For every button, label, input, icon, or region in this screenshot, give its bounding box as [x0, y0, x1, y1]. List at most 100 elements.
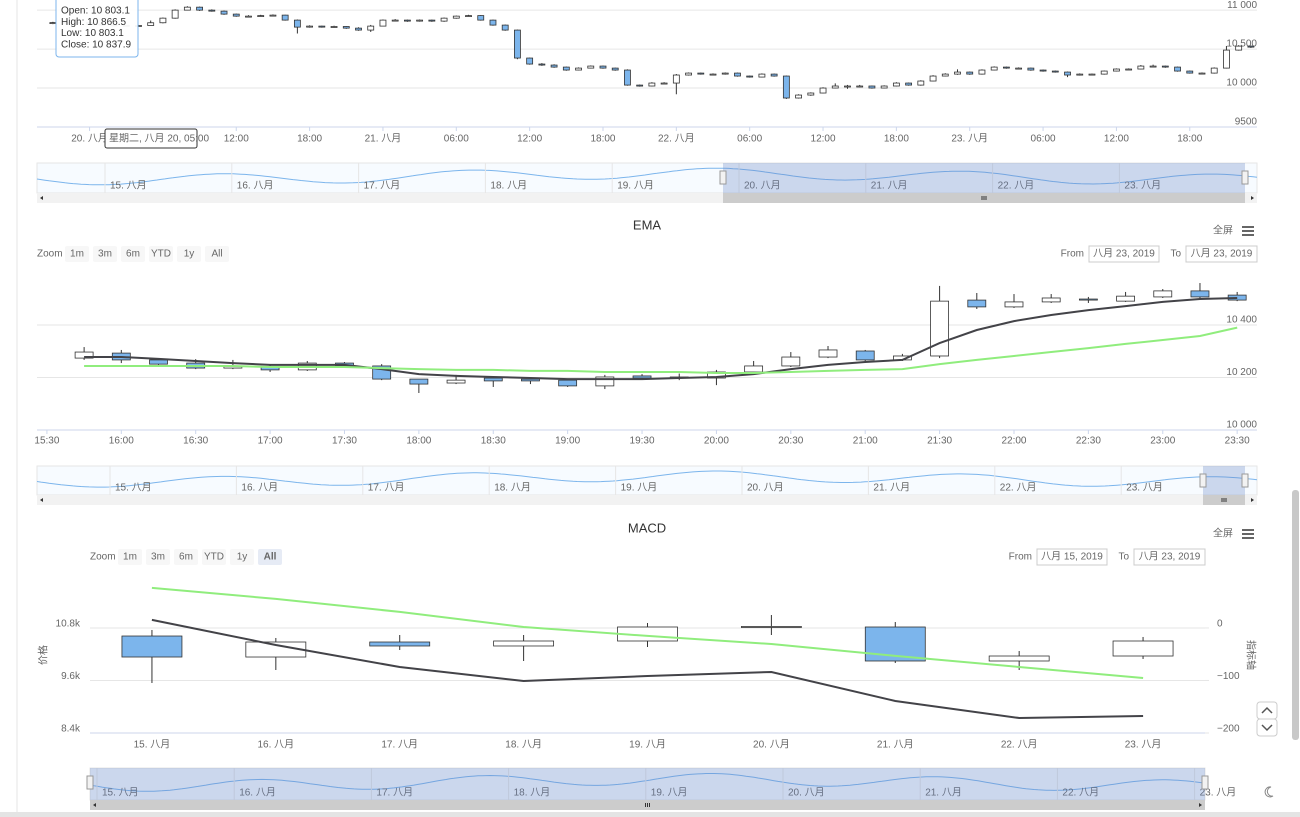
page-scrollbar[interactable]: [1292, 490, 1299, 740]
candle-body: [856, 85, 864, 88]
from-value[interactable]: 八月 23, 2019: [1093, 248, 1155, 260]
zoom-button-bg[interactable]: [65, 246, 89, 262]
candle-body: [1064, 71, 1071, 76]
zoom-button-bg[interactable]: [258, 549, 282, 565]
candle-body: [330, 26, 338, 28]
tooltip-line: High: 10 866.5: [61, 17, 126, 28]
navigator-selection[interactable]: [1203, 466, 1245, 495]
scroll-left-arrow[interactable]: [93, 803, 96, 807]
zoom-button-bg[interactable]: [121, 246, 145, 262]
scroll-down-button[interactable]: [1256, 718, 1278, 737]
navigator-label: 19. 八月: [621, 482, 658, 494]
fullscreen-button[interactable]: 全屏: [1213, 527, 1233, 540]
zoom-button[interactable]: 3m: [151, 552, 165, 563]
x-tick-label: 18:00: [590, 134, 615, 145]
candle-body: [74, 351, 94, 359]
navigator-handle[interactable]: [86, 775, 94, 790]
navigator-handle[interactable]: [719, 170, 727, 185]
zoom-button-bg[interactable]: [149, 246, 173, 262]
zoom-button-bg[interactable]: [205, 246, 229, 262]
navigator: 15. 八月 16. 八月 17. 八月 18. 八月 19. 八月 20. 八月 21. …: [36, 465, 1258, 505]
scroll-right-arrow[interactable]: [1251, 196, 1254, 200]
theme-icon[interactable]: [1264, 786, 1274, 798]
menu-icon-bar[interactable]: [1242, 529, 1254, 531]
scroll-left-arrow[interactable]: [40, 498, 43, 502]
candle-body: [49, 22, 57, 24]
menu-icon-bar[interactable]: [1242, 537, 1254, 539]
candle-body: [831, 85, 839, 89]
crosshair-label: 星期二, 八月 20, 05:00: [109, 133, 209, 145]
from-value[interactable]: 八月 15, 2019: [1041, 551, 1103, 563]
candle-body: [1161, 65, 1169, 68]
scroll-right-arrow[interactable]: [1199, 803, 1202, 807]
x-tick-label: 22:00: [1001, 436, 1026, 447]
to-input[interactable]: [1185, 245, 1258, 263]
navigator-label: 17. 八月: [376, 787, 413, 799]
x-tick-label: 16. 八月: [257, 739, 294, 751]
zoom-button-bg[interactable]: [118, 549, 142, 565]
menu-icon-bar[interactable]: [1242, 230, 1254, 232]
zoom-button-bg[interactable]: [230, 549, 254, 565]
navigator-selection[interactable]: [90, 768, 1205, 800]
navigator-handle[interactable]: [1201, 775, 1209, 790]
candle-body: [562, 66, 570, 71]
zoom-button[interactable]: 3m: [98, 249, 112, 260]
to-value[interactable]: 八月 23, 2019: [1191, 248, 1253, 260]
candle-body: [232, 13, 240, 17]
zoom-button[interactable]: All: [211, 249, 222, 260]
navigator-label: 18. 八月: [514, 787, 551, 799]
navigator-handle[interactable]: [1199, 473, 1207, 488]
zoom-button[interactable]: YTD: [204, 552, 224, 563]
fullscreen-button[interactable]: 全屏: [1213, 224, 1233, 237]
candle-body: [1186, 70, 1194, 74]
menu-icon-bar[interactable]: [1242, 533, 1254, 535]
scroll-up-button[interactable]: [1256, 701, 1278, 720]
candle-body: [306, 25, 314, 28]
candle-body: [648, 82, 656, 87]
zoom-button[interactable]: 1y: [184, 249, 195, 260]
candle-body: [1051, 70, 1059, 73]
candle-body: [575, 67, 582, 71]
candle-body: [967, 299, 987, 308]
candle-body: [1113, 68, 1120, 72]
zoom-button[interactable]: YTD: [151, 249, 171, 260]
candle-body: [501, 24, 509, 31]
scroll-right-arrow[interactable]: [1251, 498, 1254, 502]
scroll-left-arrow[interactable]: [40, 196, 43, 200]
menu-icon-bar[interactable]: [1242, 234, 1254, 236]
candle-body: [1015, 67, 1023, 70]
candle-body: [147, 22, 155, 26]
from-input[interactable]: [1088, 245, 1160, 263]
candle-body: [624, 69, 631, 86]
x-tick-label: 19. 八月: [629, 739, 666, 751]
navigator-label: 18. 八月: [490, 180, 527, 192]
navigator-selection[interactable]: [723, 163, 1245, 193]
zoom-button[interactable]: All: [264, 552, 277, 563]
navigator-label: 23. 八月: [1124, 180, 1161, 192]
zoom-button[interactable]: 6m: [179, 552, 193, 563]
candle-body: [1198, 72, 1206, 75]
zoom-button[interactable]: 1m: [123, 552, 137, 563]
candle-body: [721, 72, 729, 75]
x-tick-label: 20. 八月: [753, 739, 790, 751]
zoom-button-bg[interactable]: [202, 549, 226, 565]
navigator-handle[interactable]: [1241, 473, 1249, 488]
navigator-handle[interactable]: [1241, 170, 1249, 185]
candle-body: [855, 350, 875, 361]
candle-body: [746, 75, 754, 78]
zoom-button-bg[interactable]: [146, 549, 170, 565]
x-tick-label: 21. 八月: [365, 133, 402, 145]
zoom-button-bg[interactable]: [177, 246, 201, 262]
from-input[interactable]: [1036, 548, 1108, 566]
menu-icon-bar[interactable]: [1242, 226, 1254, 228]
zoom-button[interactable]: 6m: [126, 249, 140, 260]
zoom-button[interactable]: 1y: [237, 552, 248, 563]
zoom-button-bg[interactable]: [174, 549, 198, 565]
candle-body: [477, 15, 485, 21]
to-input[interactable]: [1133, 548, 1206, 566]
to-value[interactable]: 八月 23, 2019: [1139, 551, 1201, 563]
candle-body: [550, 64, 558, 68]
zoom-button-bg[interactable]: [93, 246, 117, 262]
zoom-button[interactable]: 1m: [70, 249, 84, 260]
